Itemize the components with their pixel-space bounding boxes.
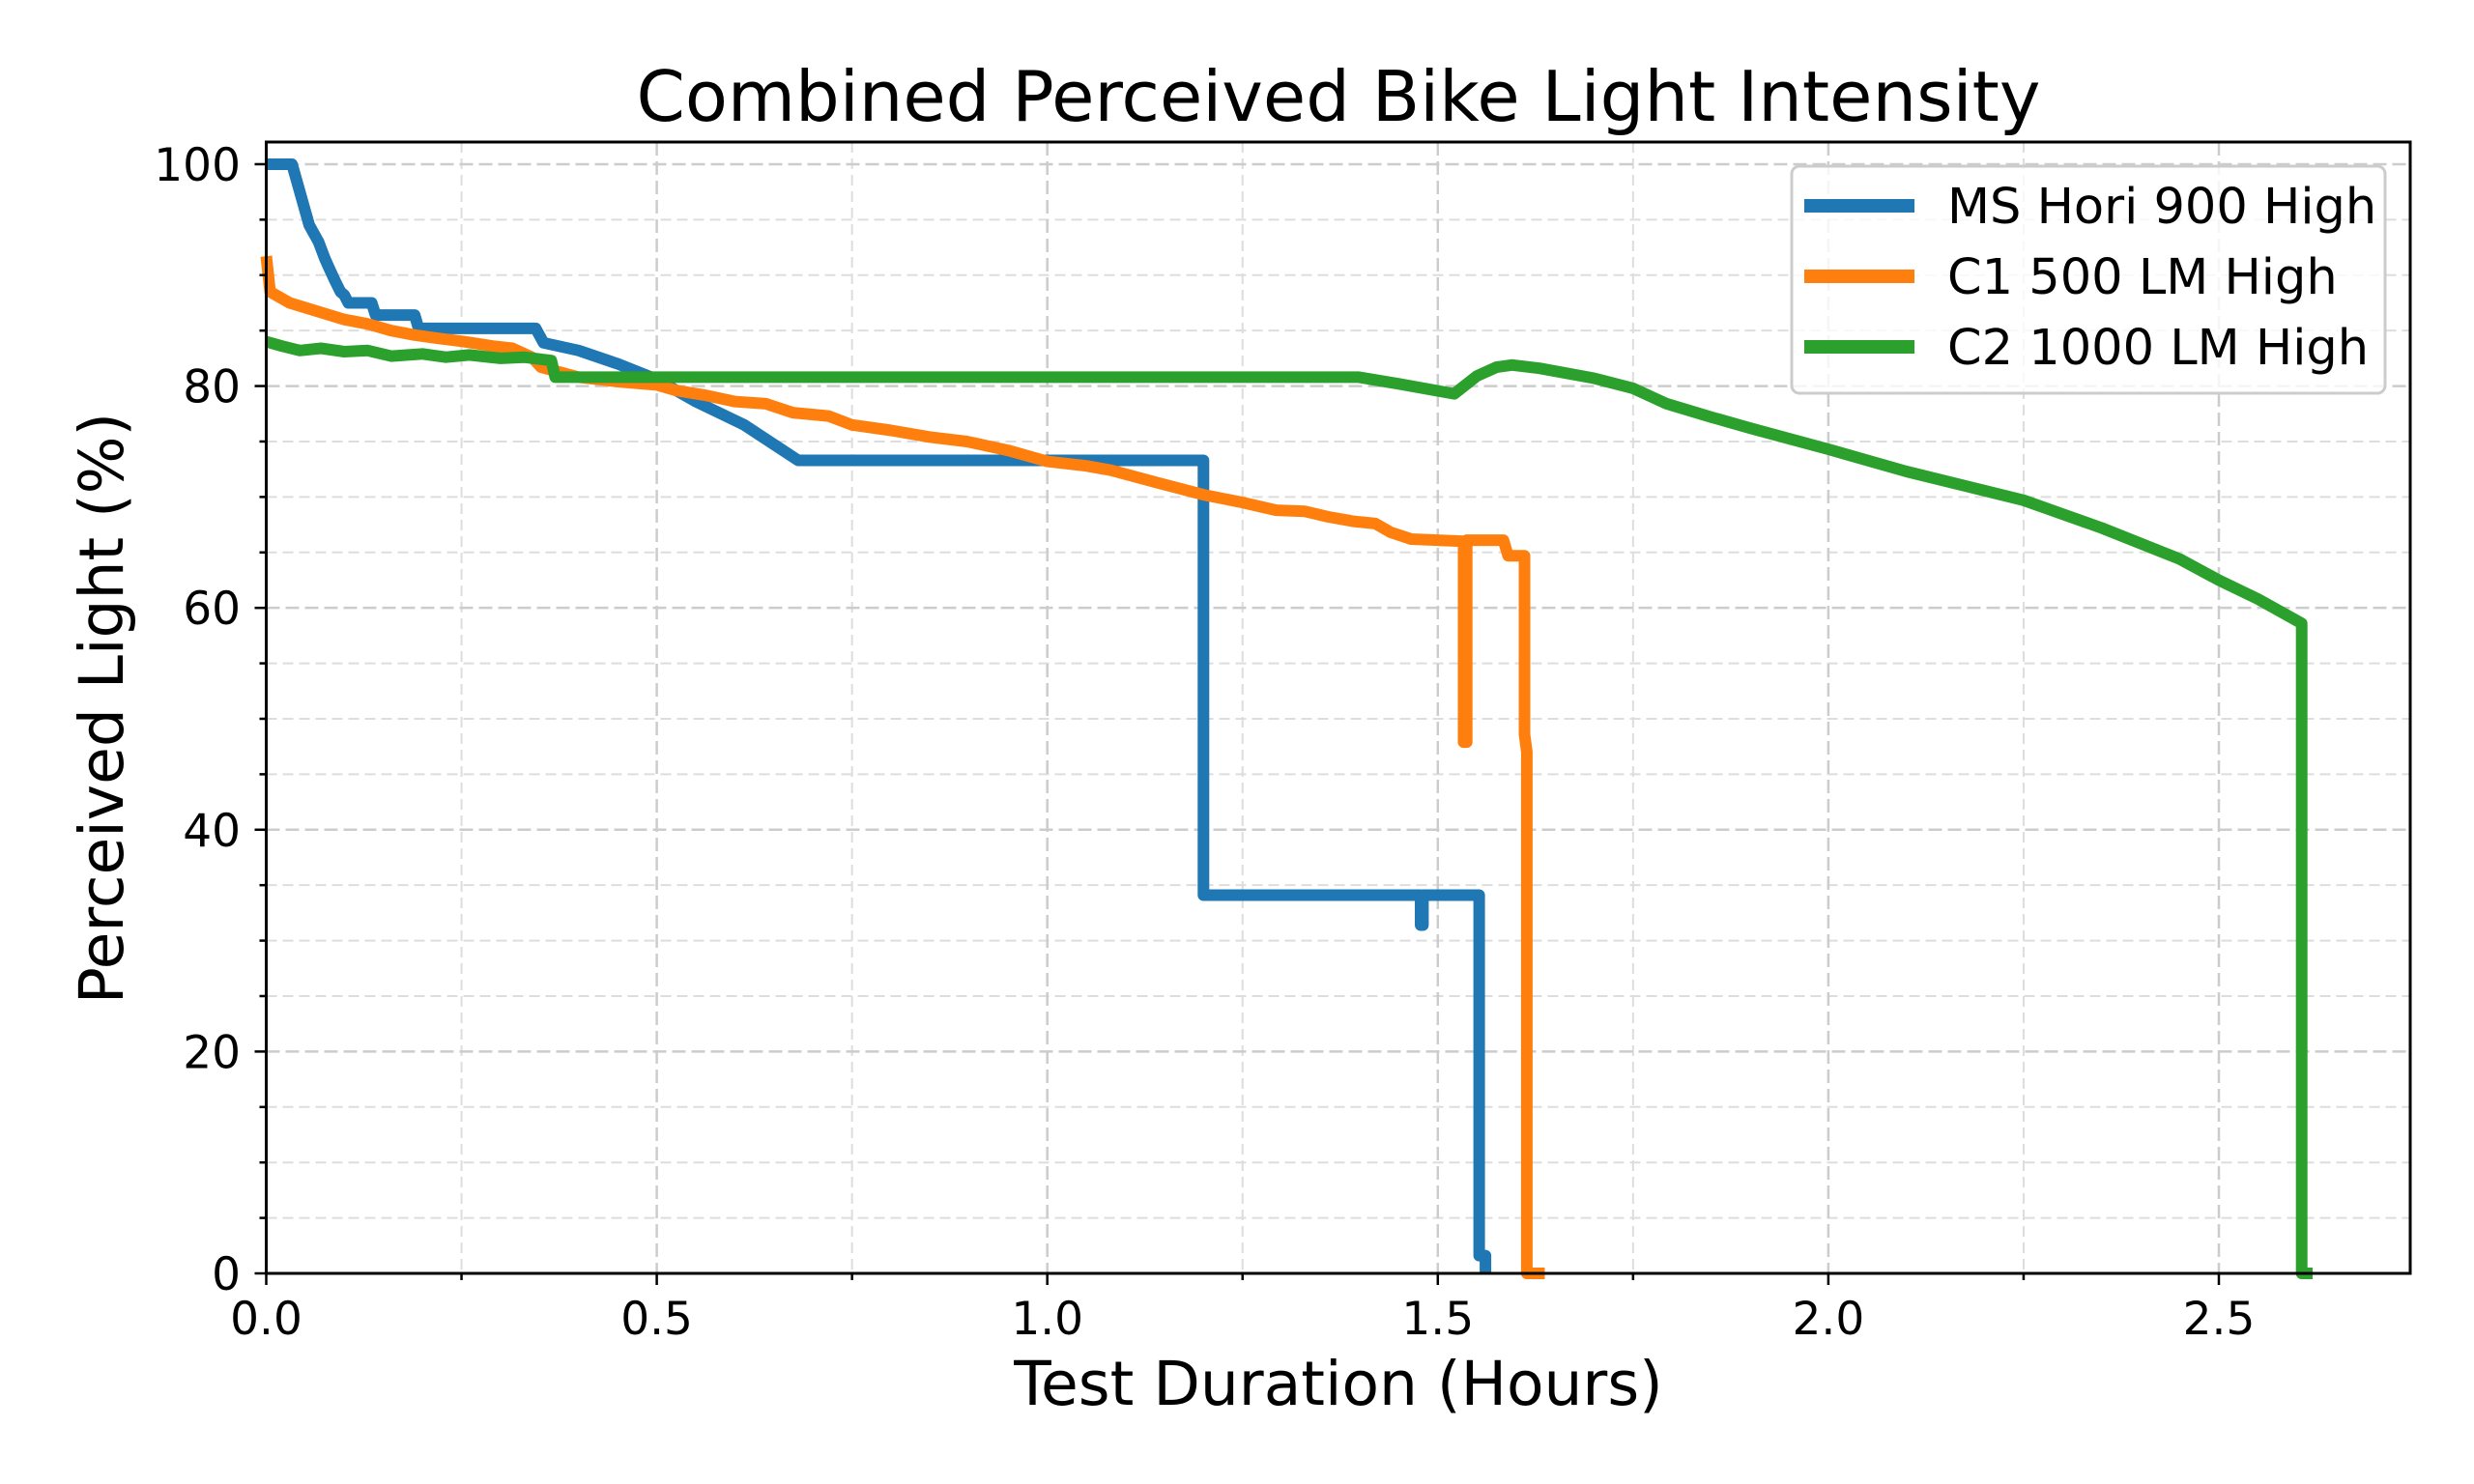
axis-ticks: 0.0 0.5 1.0 1.5 2.0 2.5 0 20 40 60 80 100	[154, 139, 2255, 1346]
series-line-1	[266, 158, 1492, 1273]
legend-label: MS Hori 900 High	[1947, 179, 2376, 236]
y-axis-label: Perceived Light (%)	[67, 413, 137, 1004]
x-tick-label: 0.5	[620, 1293, 693, 1346]
legend-label: C2 1000 LM High	[1947, 320, 2369, 377]
legend-frame	[1790, 164, 2387, 395]
grid	[265, 142, 2410, 1275]
x-tick-label: 1.0	[1011, 1293, 1083, 1346]
x-tick-label: 1.5	[1401, 1293, 1474, 1346]
chart-title: Combined Perceived Bike Light Intensity	[637, 56, 2041, 137]
x-tick-label: 2.0	[1793, 1293, 1865, 1346]
x-tick-label: 0.0	[230, 1293, 302, 1346]
y-tick-label: 0	[212, 1248, 241, 1301]
plot-frame	[265, 140, 2412, 1275]
legend-label: C1 500 LM High	[1947, 249, 2338, 306]
y-tick-label: 60	[183, 583, 241, 636]
series-layer	[260, 158, 2313, 1279]
x-tick-label: 2.5	[2183, 1293, 2256, 1346]
legend: MS Hori 900 High C1 500 LM High C2 1000 LM…	[1790, 164, 2387, 395]
y-tick-label: 40	[183, 805, 241, 858]
x-axis-label: Test Duration (Hours)	[1013, 1349, 1662, 1419]
y-tick-label: 20	[183, 1026, 241, 1079]
y-tick-label: 100	[154, 139, 241, 192]
series-line-2	[260, 255, 1545, 1279]
y-tick-label: 80	[183, 361, 241, 414]
series-line-3	[264, 335, 2313, 1279]
